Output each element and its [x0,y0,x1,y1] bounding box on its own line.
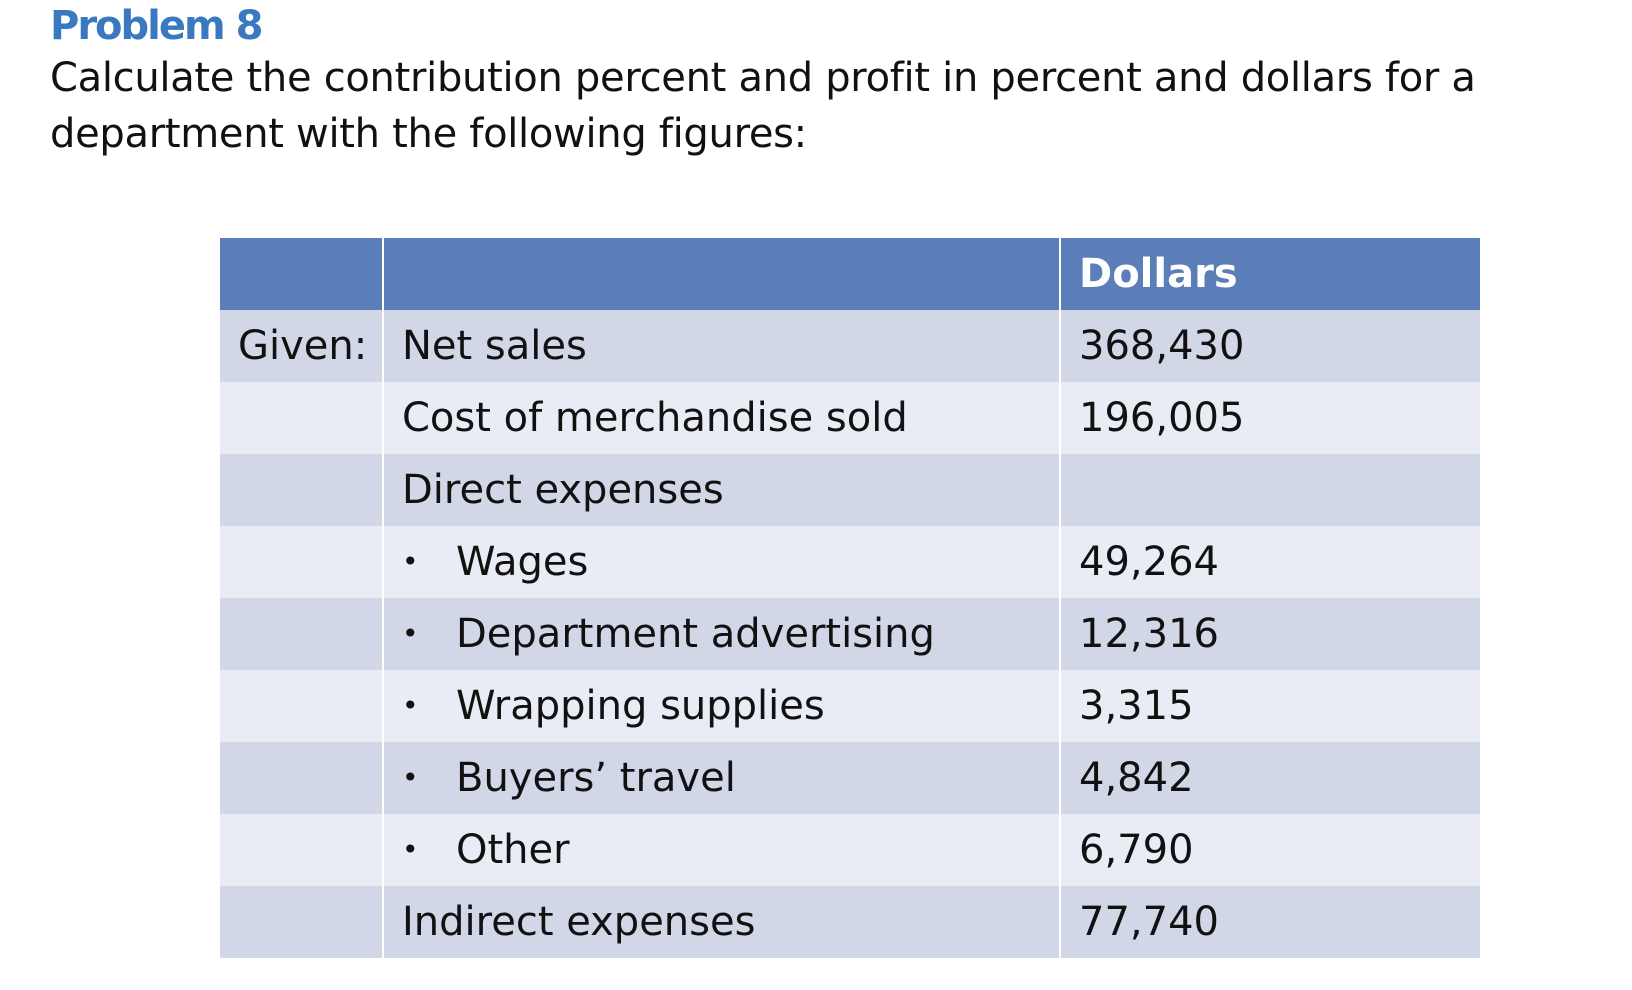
item-cell: • Wrapping supplies [383,670,1061,742]
header-item [383,238,1061,310]
header-given [220,238,384,310]
item-label: Wages [456,539,589,585]
table-row: Indirect expenses 77,740 [220,886,1480,958]
dollars-cell: 4,842 [1060,742,1480,814]
item-label: Buyers’ travel [456,755,736,801]
table-row: • Other 6,790 [220,814,1480,886]
table-header-row: Dollars [220,238,1480,310]
given-cell [220,526,384,598]
given-cell [220,886,384,958]
header-dollars: Dollars [1060,238,1480,310]
dollars-cell: 6,790 [1060,814,1480,886]
problem-prompt: Calculate the contribution percent and p… [50,55,1476,157]
dollars-cell [1060,454,1480,526]
item-label: Cost of merchandise sold [402,395,908,441]
dollars-cell: 12,316 [1060,598,1480,670]
bullet-icon: • [402,760,419,794]
item-cell: • Other [383,814,1061,886]
bullet-icon: • [402,832,419,866]
table-row: Cost of merchandise sold 196,005 [220,382,1480,454]
table-row: Given: Net sales 368,430 [220,310,1480,382]
dollars-cell: 3,315 [1060,670,1480,742]
dollars-cell: 196,005 [1060,382,1480,454]
item-label: Department advertising [456,611,935,657]
given-cell [220,454,384,526]
item-label: Indirect expenses [402,899,756,945]
bullet-icon: • [402,544,419,578]
item-label: Wrapping supplies [456,683,825,729]
item-cell: • Wages [383,526,1061,598]
given-cell [220,598,384,670]
item-cell: • Buyers’ travel [383,742,1061,814]
item-cell: Indirect expenses [383,886,1061,958]
table-body: Given: Net sales 368,430 Cost of merchandis… [220,310,1480,958]
bullet-icon: • [402,616,419,650]
given-cell [220,814,384,886]
bullet-icon: • [402,688,419,722]
item-label: Net sales [402,323,587,369]
item-label: Direct expenses [402,467,724,513]
figures-table-container: Dollars Given: Net sales 368,430 Cost of me… [220,238,1480,958]
item-cell: Direct expenses [383,454,1061,526]
item-cell: • Department advertising [383,598,1061,670]
table-row: • Buyers’ travel 4,842 [220,742,1480,814]
table-row: • Department advertising 12,316 [220,598,1480,670]
item-label: Other [456,827,570,873]
item-cell: Net sales [383,310,1061,382]
given-cell [220,742,384,814]
table-row: • Wrapping supplies 3,315 [220,670,1480,742]
given-cell [220,382,384,454]
figures-table: Dollars Given: Net sales 368,430 Cost of me… [220,238,1480,958]
table-row: • Wages 49,264 [220,526,1480,598]
dollars-cell: 77,740 [1060,886,1480,958]
problem-title: Problem 8 [50,3,263,49]
table-row: Direct expenses [220,454,1480,526]
dollars-cell: 368,430 [1060,310,1480,382]
given-cell: Given: [220,310,384,382]
item-cell: Cost of merchandise sold [383,382,1061,454]
dollars-cell: 49,264 [1060,526,1480,598]
given-cell [220,670,384,742]
